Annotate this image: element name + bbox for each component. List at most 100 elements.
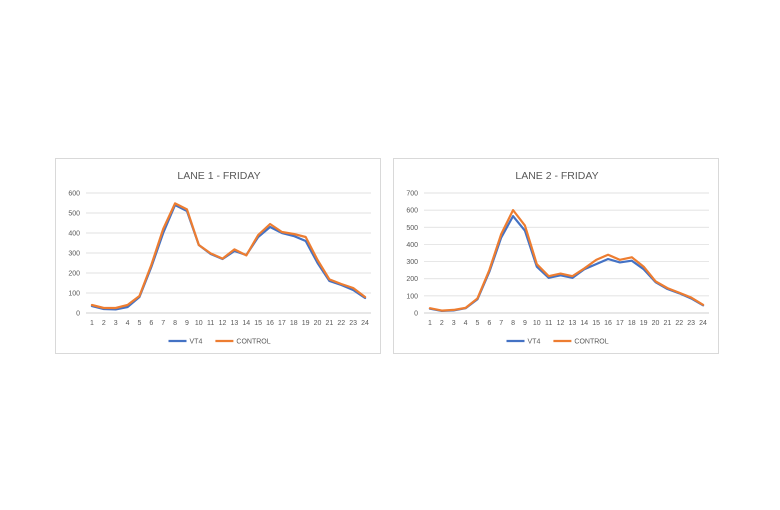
- y-tick-label: 600: [68, 191, 80, 198]
- x-tick-label: 4: [126, 320, 130, 327]
- data-point-control: [631, 256, 633, 258]
- data-point-control: [233, 248, 236, 250]
- data-point-control: [328, 278, 331, 280]
- data-point-vt4: [631, 260, 633, 262]
- data-point-control: [269, 223, 271, 225]
- y-tick-label: 0: [414, 311, 418, 318]
- data-point-control: [690, 296, 692, 299]
- x-tick-label: 3: [452, 320, 456, 327]
- y-tick-label: 0: [76, 311, 80, 318]
- data-point-control: [281, 231, 283, 233]
- data-point-vt4: [293, 235, 295, 237]
- x-tick-label: 1: [428, 320, 432, 327]
- data-point-vt4: [548, 277, 550, 279]
- data-point-control: [186, 208, 188, 210]
- data-point-control: [162, 228, 164, 230]
- data-point-vt4: [595, 263, 597, 265]
- x-tick-label: 24: [361, 320, 369, 327]
- y-tick-label: 600: [406, 208, 418, 215]
- x-tick-label: 23: [687, 320, 695, 327]
- data-point-control: [488, 269, 490, 271]
- data-point-vt4: [643, 268, 645, 270]
- data-point-control: [245, 254, 247, 256]
- x-tick-label: 6: [487, 320, 491, 327]
- data-point-control: [654, 280, 657, 282]
- x-tick-label: 21: [664, 320, 672, 327]
- data-point-control: [441, 310, 443, 312]
- y-tick-label: 400: [68, 231, 80, 238]
- y-tick-label: 100: [406, 293, 418, 300]
- chart-lane-1-friday: LANE 1 - FRIDAY 0 100 200 300 400 500 600 1 2 3 4 5 6…: [55, 158, 381, 354]
- x-tick-label: 16: [266, 320, 274, 327]
- series-line-vt4: [428, 215, 705, 313]
- x-tick-label: 21: [326, 320, 334, 327]
- x-tick-label: 19: [302, 320, 310, 327]
- data-point-vt4: [571, 277, 574, 279]
- series-line-control: [428, 209, 705, 312]
- data-point-control: [174, 202, 176, 204]
- data-point-control: [293, 233, 295, 235]
- x-tick-label: 1: [90, 320, 94, 327]
- legend-label-control: CONTROL: [236, 339, 270, 346]
- data-point-control: [91, 304, 93, 306]
- data-point-vt4: [305, 240, 307, 242]
- data-point-control: [500, 233, 502, 235]
- data-point-control: [476, 297, 479, 300]
- data-point-vt4: [607, 258, 609, 260]
- data-point-control: [524, 224, 526, 227]
- data-point-vt4: [536, 266, 538, 268]
- chart-title: LANE 2 - FRIDAY: [515, 170, 598, 182]
- y-tick-label: 700: [406, 191, 418, 198]
- x-tick-label: 5: [137, 320, 141, 327]
- legend-label-vt4: VT4: [528, 339, 541, 346]
- data-point-control: [103, 307, 105, 309]
- x-tick-label: 8: [173, 320, 177, 327]
- data-point-control: [619, 259, 621, 261]
- data-point-vt4: [512, 215, 514, 217]
- data-point-control: [607, 254, 609, 256]
- x-tick-label: 18: [290, 320, 298, 327]
- data-point-control: [198, 244, 200, 246]
- x-tick-label: 9: [523, 320, 527, 327]
- data-point-control: [464, 307, 467, 309]
- data-point-control: [453, 309, 455, 311]
- data-point-control: [548, 275, 550, 277]
- x-tick-label: 16: [604, 320, 612, 327]
- data-point-control: [115, 307, 117, 309]
- y-tick-label: 100: [68, 291, 80, 298]
- data-point-control: [583, 267, 585, 270]
- x-tick-label: 15: [254, 320, 262, 327]
- x-tick-label: 14: [242, 320, 250, 327]
- data-point-vt4: [328, 280, 331, 282]
- data-point-control: [352, 287, 354, 289]
- data-point-control: [536, 263, 538, 265]
- x-tick-label: 23: [349, 320, 357, 327]
- x-tick-label: 2: [102, 320, 106, 327]
- x-tick-label: 2: [440, 320, 444, 327]
- data-point-control: [559, 272, 562, 275]
- data-point-vt4: [316, 262, 319, 264]
- x-tick-label: 7: [499, 320, 503, 327]
- y-tick-label: 200: [68, 271, 80, 278]
- data-point-control: [340, 283, 342, 285]
- chart-lane-2-friday: LANE 2 - FRIDAY 0 100 200 300 400 500 600 700 1 2 3…: [393, 158, 719, 354]
- data-point-control: [210, 252, 212, 254]
- x-tick-label: 18: [628, 320, 636, 327]
- x-tick-label: 11: [545, 320, 552, 327]
- data-point-control: [316, 259, 319, 261]
- data-point-vt4: [619, 261, 621, 264]
- x-tick-label: 6: [149, 320, 153, 327]
- data-point-control: [678, 292, 680, 294]
- x-tick-label: 14: [580, 320, 588, 327]
- x-tick-label: 4: [464, 320, 468, 327]
- x-tick-label: 9: [185, 320, 189, 327]
- series-line-vt4: [90, 203, 367, 311]
- data-point-vt4: [269, 226, 271, 228]
- x-tick-label: 15: [592, 320, 600, 327]
- data-point-control: [257, 234, 259, 236]
- x-tick-label: 7: [161, 320, 165, 327]
- data-point-control: [571, 275, 574, 277]
- data-point-control: [666, 287, 669, 289]
- data-point-vt4: [524, 230, 526, 232]
